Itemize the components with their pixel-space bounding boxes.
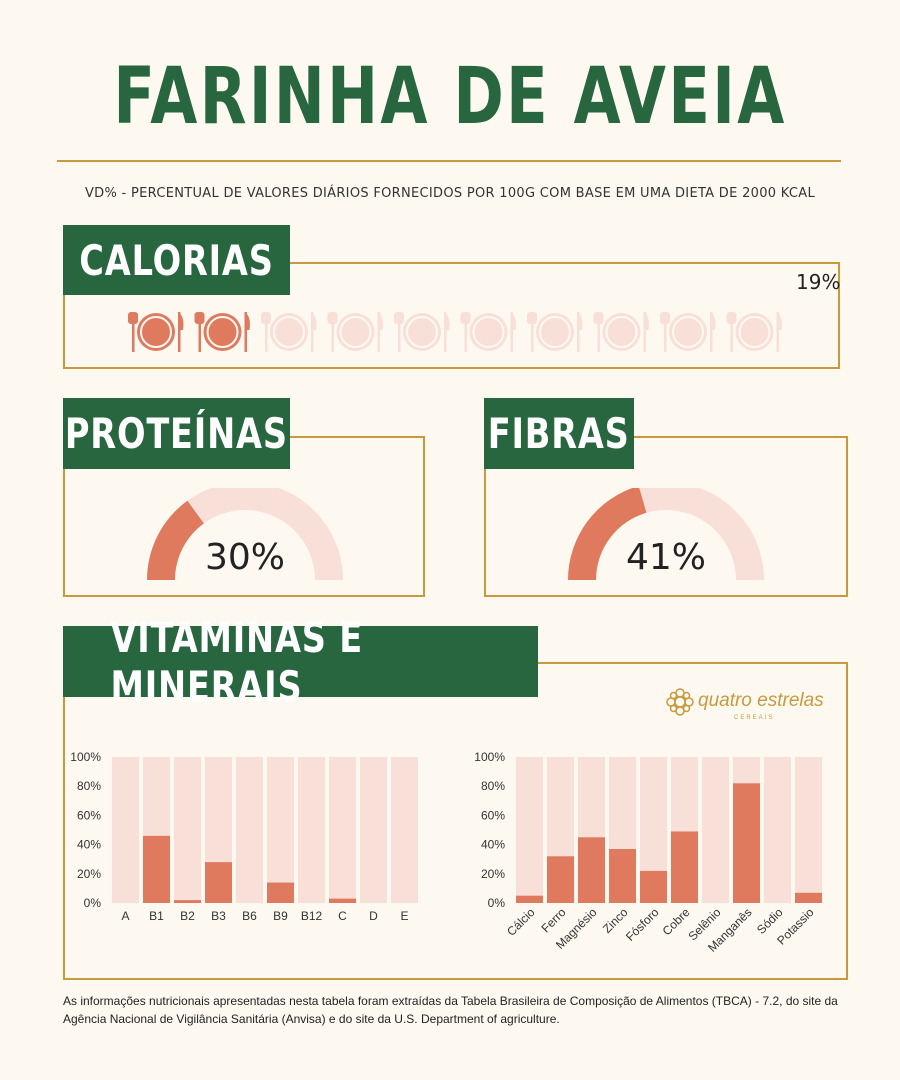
y-tick-label: 60% — [77, 808, 101, 822]
bar — [547, 856, 574, 903]
calorias-panel — [63, 262, 840, 369]
fibras-header: FIBRAS — [484, 398, 634, 469]
x-tick-label: B3 — [211, 909, 226, 923]
bar — [143, 835, 170, 903]
bar — [267, 882, 294, 903]
fibras-label: FIBRAS — [488, 409, 630, 458]
y-tick-label: 100% — [70, 750, 101, 764]
fibras-panel — [484, 436, 848, 597]
plate-cutlery-icon — [394, 312, 450, 352]
y-tick-label: 20% — [481, 867, 505, 881]
bar — [329, 898, 356, 903]
vitamins-bar-chart: 100% 80% 60% 40% 20% 0% A B1 B2 B3 B6 B9 B12 C D E — [70, 750, 418, 923]
bar-background — [391, 757, 418, 903]
y-tick-label: 80% — [77, 779, 101, 793]
bar — [578, 837, 605, 903]
x-tick-label: B2 — [180, 909, 195, 923]
brand-logo: quatro estrelas CEREAIS — [664, 682, 824, 727]
gauge-fill — [147, 500, 204, 580]
gauge-track — [147, 488, 343, 580]
y-tick-label: 100% — [474, 750, 505, 764]
x-tick-label: B9 — [273, 909, 288, 923]
bar-background — [174, 757, 201, 903]
x-tick-label: Fósforo — [623, 905, 662, 944]
x-tick-label: D — [369, 909, 378, 923]
bar-background — [702, 757, 729, 903]
x-tick-label: B6 — [242, 909, 257, 923]
bar — [671, 831, 698, 903]
proteinas-value: 30% — [205, 537, 286, 578]
gauge-fill — [568, 488, 647, 580]
logo-emblem-icon: quatro estrelas CEREAIS — [666, 688, 824, 721]
x-tick-label: B12 — [301, 909, 323, 923]
y-tick-label: 0% — [84, 896, 102, 910]
plate-cutlery-icon — [593, 312, 649, 352]
page-subtitle: VD% - PERCENTUAL DE VALORES DIÁRIOS FORN… — [84, 186, 816, 201]
y-tick-label: 0% — [488, 896, 506, 910]
bar — [733, 783, 760, 903]
plate-cutlery-icon — [327, 312, 383, 352]
bar-background — [329, 757, 356, 903]
y-tick-label: 80% — [481, 779, 505, 793]
bar — [795, 892, 822, 903]
bar — [609, 848, 636, 903]
plate-cutlery-icon — [527, 312, 583, 352]
title-divider — [57, 160, 841, 162]
proteinas-header: PROTEÍNAS — [63, 398, 290, 469]
x-tick-label: A — [121, 909, 129, 923]
y-tick-label: 40% — [77, 838, 101, 852]
plate-cutlery-icon — [460, 312, 516, 352]
vitaminas-label: VITAMINAS E MINERAIS — [110, 612, 364, 711]
bar-background — [764, 757, 791, 903]
vitaminas-header: VITAMINAS E MINERAIS — [63, 613, 538, 711]
calorias-header: CALORIAS — [63, 225, 290, 295]
plate-cutlery-icon — [261, 312, 317, 352]
bar-background — [298, 757, 325, 903]
bar-background — [516, 757, 543, 903]
bar — [516, 895, 543, 903]
calorias-value: 19% — [796, 270, 841, 294]
bar-background — [236, 757, 263, 903]
logo-subtext: CEREAIS — [734, 715, 774, 721]
bar — [174, 900, 201, 903]
plate-cutlery-icon — [660, 312, 716, 352]
plate-cutlery-icon — [128, 312, 184, 352]
x-tick-label: C — [338, 909, 347, 923]
proteinas-gauge — [147, 488, 343, 580]
bar-background — [267, 757, 294, 903]
y-tick-label: 60% — [481, 808, 505, 822]
calorias-plate-icons — [128, 312, 782, 352]
plate-cutlery-icon — [726, 312, 782, 352]
bar — [205, 862, 232, 903]
calorias-label: CALORIAS — [79, 235, 274, 285]
bar-background — [795, 757, 822, 903]
plate-cutlery-icon — [194, 312, 250, 352]
bar-background — [112, 757, 139, 903]
bar — [640, 870, 667, 903]
y-tick-label: 40% — [481, 838, 505, 852]
x-tick-label: E — [400, 909, 408, 923]
fibras-gauge — [568, 488, 764, 580]
proteinas-label: PROTEÍNAS — [65, 409, 288, 458]
logo-text: quatro estrelas — [698, 690, 824, 711]
fibras-value: 41% — [626, 537, 707, 578]
bar-background — [360, 757, 387, 903]
x-tick-label: Cálcio — [504, 905, 538, 939]
footer-note: As informações nutricionais apresentadas… — [63, 994, 838, 1026]
y-tick-label: 20% — [77, 867, 101, 881]
x-tick-label: B1 — [149, 909, 164, 923]
page-title: FARINHA DE AVEIA — [113, 52, 787, 142]
